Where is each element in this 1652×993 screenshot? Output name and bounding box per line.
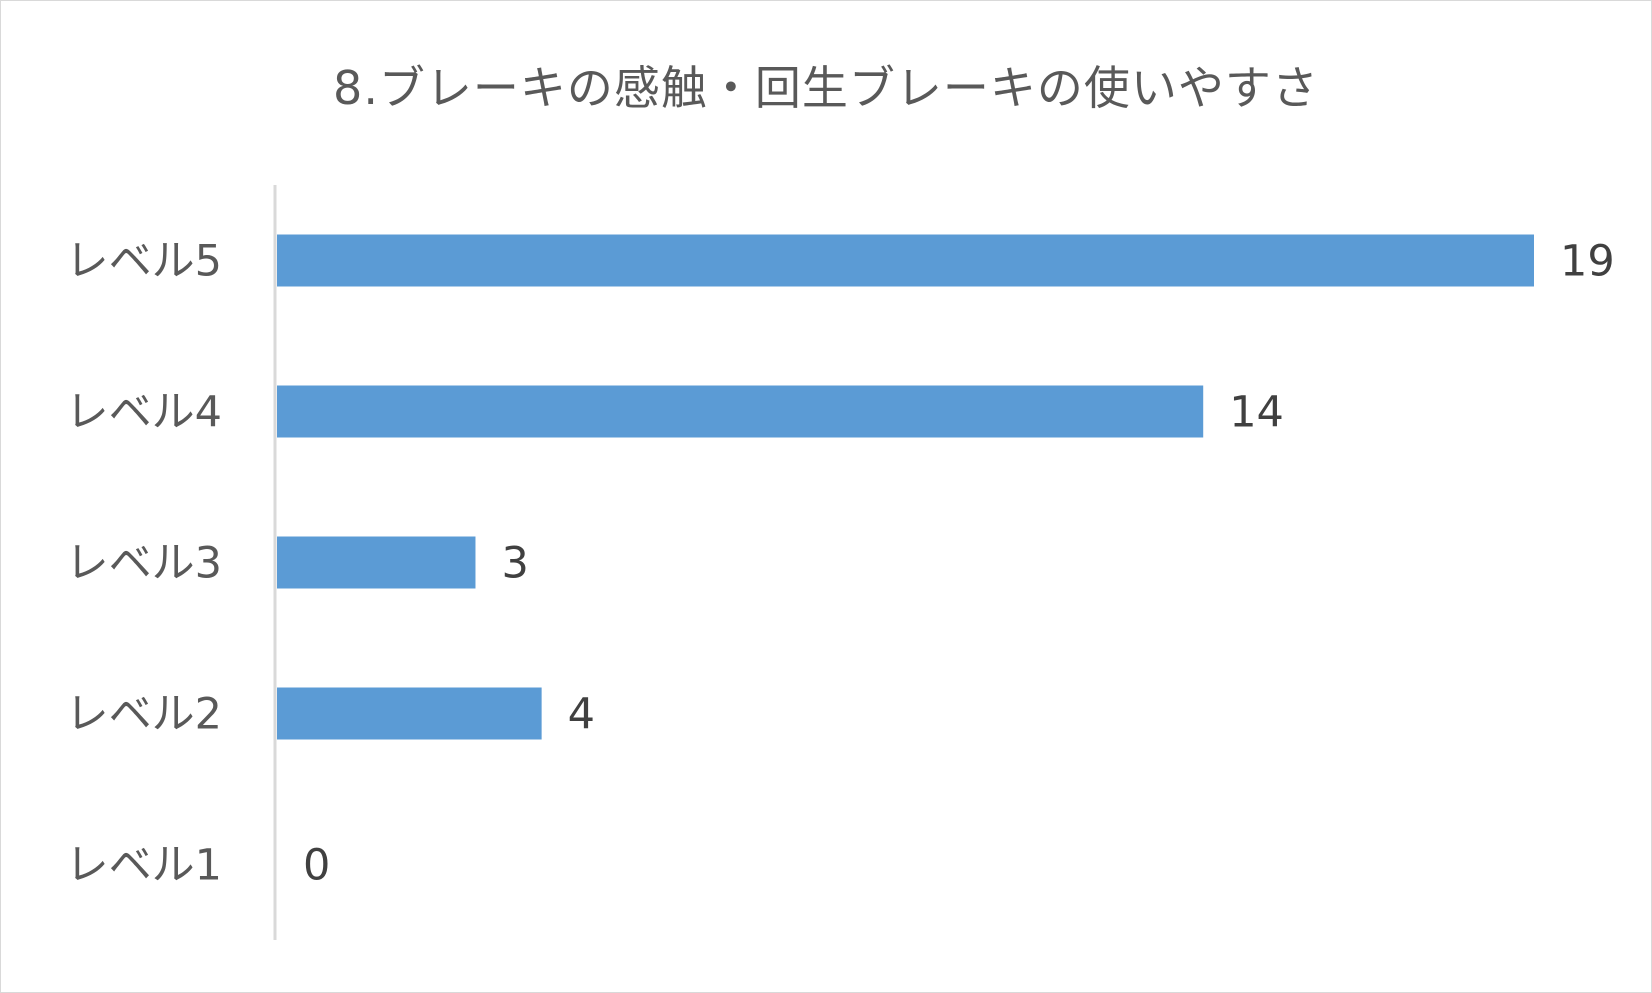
data-label: 0 <box>303 841 330 891</box>
chart-title: 8.ブレーキの感触・回生ブレーキの使いやすさ <box>333 61 1319 115</box>
category-label: レベル3 <box>66 539 222 589</box>
category-labels: レベル5 レベル4 レベル3 レベル2 レベル1 <box>66 237 222 891</box>
bar-4 <box>277 687 542 740</box>
category-label: レベル4 <box>66 388 222 438</box>
category-label: レベル5 <box>66 237 222 287</box>
bars-group <box>277 234 1534 740</box>
category-label: レベル1 <box>66 841 222 891</box>
data-label: 3 <box>501 539 528 589</box>
data-labels: 19 14 3 4 0 <box>303 237 1615 891</box>
data-label: 19 <box>1560 237 1615 287</box>
category-label: レベル2 <box>66 690 222 740</box>
data-label: 14 <box>1229 388 1284 438</box>
bar-3 <box>277 536 476 589</box>
data-label: 4 <box>568 690 595 740</box>
bar-2 <box>277 385 1204 438</box>
bar-1 <box>277 234 1534 287</box>
